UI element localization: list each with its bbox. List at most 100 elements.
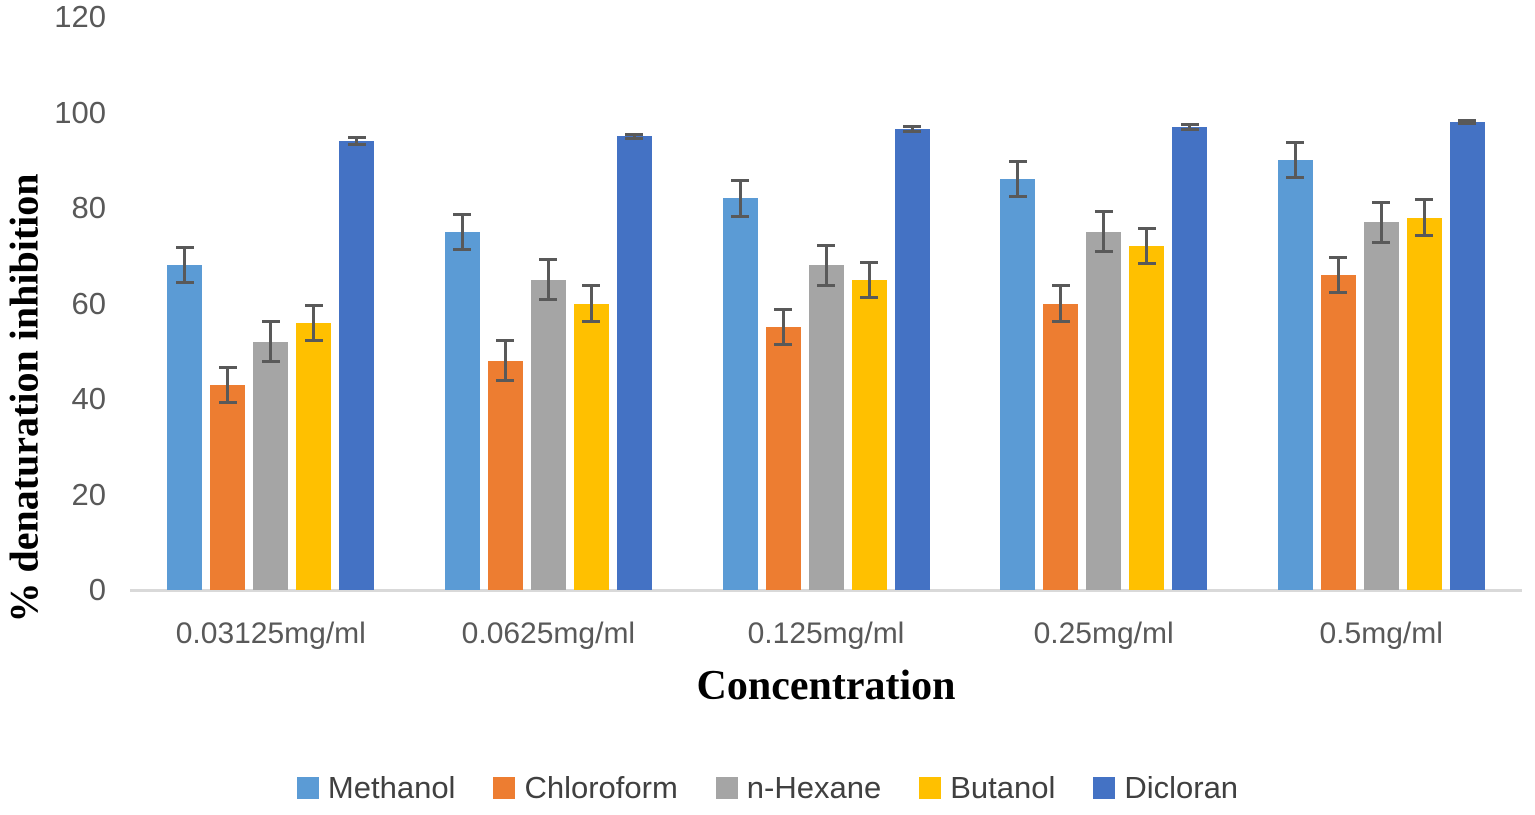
error-bar-cap-top (1094, 210, 1113, 214)
bar-butanol-4 (1406, 217, 1442, 590)
error-bar-butanol-4 (1415, 198, 1434, 237)
bar-dicloran-4 (1449, 122, 1485, 590)
error-bar-chloroform-0 (218, 365, 237, 404)
bar-dicloran-2 (894, 129, 930, 590)
error-bar-cap-bottom (860, 295, 878, 299)
error-bar-cap-bottom (1180, 127, 1199, 131)
error-bar-chloroform-3 (1051, 284, 1070, 323)
y-tick-label-20: 20 (71, 476, 106, 512)
error-bar-cap-bottom (1286, 176, 1305, 180)
legend-item-dicloran: Dicloran (1093, 770, 1238, 806)
bar-dicloran-3 (1172, 126, 1208, 590)
bar-chloroform-2 (765, 327, 801, 590)
legend-item-n-hexane: n-Hexane (715, 770, 881, 806)
bar-chloroform-1 (487, 360, 523, 590)
y-tick-label-80: 80 (71, 190, 106, 225)
error-bar-cap-top (218, 365, 237, 369)
bar-n-hexane-4 (1363, 222, 1399, 590)
error-bar-stem (1422, 198, 1426, 237)
bar-n-hexane-3 (1086, 231, 1122, 590)
error-bar-butanol-1 (582, 284, 601, 323)
error-bar-cap-bottom (1051, 319, 1070, 323)
error-bar-methanol-3 (1008, 160, 1027, 199)
error-bar-stem (503, 339, 507, 383)
error-bar-cap-bottom (496, 379, 515, 383)
error-bar-dicloran-3 (1180, 123, 1199, 131)
bar-n-hexane-2 (808, 265, 844, 590)
legend-label-methanol: Methanol (327, 770, 456, 805)
legend-swatch-chloroform (493, 777, 516, 799)
error-bar-stem (781, 308, 785, 347)
error-bar-stem (1379, 200, 1383, 244)
bar-butanol-0 (296, 322, 332, 590)
bar-butanol-2 (851, 279, 887, 590)
y-tick-label-100: 100 (54, 94, 106, 130)
error-bar-dicloran-2 (903, 125, 921, 134)
error-bar-cap-top (1329, 255, 1348, 259)
bar-dicloran-1 (616, 136, 652, 590)
bar-dicloran-0 (339, 141, 375, 590)
error-bar-cap-top (774, 308, 792, 312)
error-bar-n-hexane-2 (817, 243, 835, 287)
error-bar-n-hexane-4 (1372, 200, 1391, 244)
error-bar-stem (226, 365, 230, 404)
error-bar-cap-top (261, 320, 280, 324)
error-bar-stem (312, 303, 316, 342)
error-bar-cap-top (1137, 227, 1156, 231)
error-bar-cap-bottom (817, 283, 835, 287)
error-bar-cap-top (1180, 123, 1199, 126)
bar-butanol-3 (1129, 246, 1165, 590)
error-bar-n-hexane-0 (261, 320, 280, 364)
bar-n-hexane-0 (253, 341, 289, 590)
legend-swatch-dicloran (1093, 777, 1116, 799)
legend-item-chloroform: Chloroform (493, 770, 678, 806)
error-bar-cap-top (1372, 200, 1391, 204)
error-bar-dicloran-0 (347, 136, 366, 146)
error-bar-cap-bottom (347, 142, 366, 146)
bar-methanol-4 (1277, 160, 1313, 590)
error-bar-butanol-0 (304, 303, 323, 342)
error-bar-cap-top (625, 133, 644, 137)
error-bar-dicloran-4 (1458, 118, 1477, 126)
error-bar-methanol-0 (175, 246, 194, 285)
bar-methanol-0 (167, 265, 203, 590)
error-bar-stem (1145, 227, 1149, 266)
error-bar-stem (589, 284, 593, 323)
error-bar-cap-top (539, 258, 558, 262)
legend-swatch-n-hexane (715, 777, 738, 799)
error-bar-butanol-2 (860, 260, 878, 299)
error-bar-cap-top (1008, 160, 1027, 164)
error-bar-cap-bottom (1415, 233, 1434, 237)
x-axis-title: Concentration (696, 663, 956, 709)
x-category-label-4: 0.5mg/ml (1319, 617, 1443, 650)
y-tick-label-120: 120 (54, 0, 106, 34)
error-bar-cap-bottom (731, 214, 749, 218)
legend-swatch-butanol (919, 777, 942, 799)
error-bar-stem (1059, 284, 1063, 323)
x-category-label-3: 0.25mg/ml (1033, 617, 1174, 650)
error-bar-chloroform-4 (1329, 255, 1348, 294)
legend-item-butanol: Butanol (919, 770, 1055, 806)
y-tick-label-40: 40 (71, 381, 106, 416)
error-bar-cap-top (304, 303, 323, 307)
error-bar-cap-top (582, 284, 601, 288)
bar-butanol-1 (573, 303, 609, 590)
error-bar-stem (910, 125, 914, 134)
y-tick-label-0: 0 (88, 572, 106, 607)
error-bar-cap-bottom (774, 343, 792, 347)
legend-label-chloroform: Chloroform (524, 770, 678, 805)
legend: Methanol Chloroform n-Hexane Butanol Diclora… (0, 770, 1535, 806)
x-axis-line (130, 589, 1522, 592)
bar-n-hexane-1 (530, 279, 566, 590)
error-bar-cap-bottom (261, 360, 280, 364)
y-tick-label-60: 60 (71, 285, 106, 321)
error-bar-stem (1336, 255, 1340, 294)
error-bar-stem (1293, 141, 1297, 180)
bar-chloroform-3 (1043, 303, 1079, 590)
x-category-label-1: 0.0625mg/ml (461, 617, 636, 650)
error-bar-stem (460, 212, 464, 251)
error-bar-n-hexane-1 (539, 258, 558, 302)
error-bar-cap-top (860, 260, 878, 264)
legend-label-butanol: Butanol (950, 770, 1056, 805)
